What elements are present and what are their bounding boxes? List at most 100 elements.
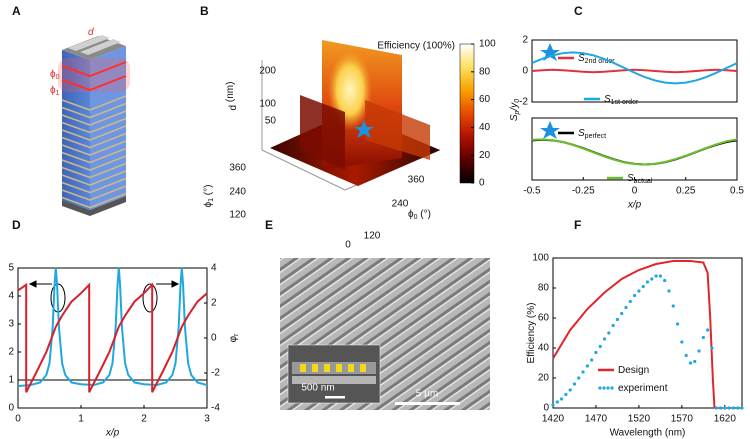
legend-label: Design (618, 365, 649, 376)
efficiency-3d-plot (261, 40, 441, 191)
data-point (598, 344, 602, 349)
data-point (551, 403, 555, 407)
x-tick-label: 0.5 (730, 186, 744, 197)
label-part: ϕ (50, 85, 56, 96)
data-point (671, 304, 675, 308)
legend-name: Design (618, 365, 649, 376)
data-point (559, 397, 564, 401)
y-tick-label: 100 (532, 253, 549, 264)
legend-label: S2nd order (578, 53, 615, 65)
legend-marker (598, 386, 602, 390)
data-point (650, 277, 654, 281)
z-axis-label: d (nm) (225, 82, 239, 111)
x-tick-label: 360 (408, 175, 425, 186)
panel-label: D (12, 218, 21, 232)
y2-axis-label: φr (228, 333, 240, 342)
x-tick-label: 1570 (671, 414, 694, 425)
x-tick-label: 1470 (585, 414, 608, 425)
y2-tick-label: 0 (211, 333, 217, 344)
subscript: 0 (56, 74, 60, 81)
z-tick-label: 100 (259, 99, 276, 110)
legend-marker (610, 386, 614, 390)
layer-stripe (61, 110, 127, 126)
data-point (581, 370, 585, 374)
y-tick-label: -2 (519, 97, 528, 108)
y-tick-label: 360 (229, 163, 246, 174)
y-tick-label: 40 (538, 343, 550, 354)
scale-label: 500 nm (301, 383, 334, 394)
y2-tick-label: -2 (211, 368, 220, 379)
x-axis-label: x/p (627, 200, 642, 211)
layer-stripe (61, 132, 127, 149)
legend-label: S1st order (604, 94, 639, 106)
panel-label: B (200, 4, 209, 18)
panel-label: F (574, 218, 581, 232)
colorbar-tick-label: 60 (479, 94, 491, 105)
data-point (628, 299, 632, 304)
label-part: φ (228, 335, 239, 342)
axis-arrows (28, 280, 180, 313)
legend-label: experiment (618, 383, 668, 394)
label-part: r (0, 336, 2, 340)
legend-subscript: 1st order (611, 99, 639, 106)
y-tick-label: 60 (538, 313, 550, 324)
legend-name: S (604, 94, 611, 105)
series-line (531, 68, 738, 74)
y2-tick-label: -4 (211, 403, 220, 414)
data-point (572, 382, 577, 386)
x-tick-label: 1520 (628, 414, 651, 425)
data-point (723, 406, 727, 410)
data-point (688, 361, 693, 365)
y-axis-label: Efficiency (%) (526, 303, 537, 364)
y-tick-label: 1 (8, 375, 14, 386)
legend-marker (602, 386, 606, 390)
colorbar-label: Efficiency (100%) (377, 41, 455, 52)
label-part: S (509, 114, 520, 121)
data-point (611, 323, 615, 328)
data-point (555, 400, 559, 404)
data-point (740, 406, 744, 410)
series-line (17, 282, 208, 393)
data-point (641, 284, 645, 289)
colorbar-tick-label: 80 (479, 66, 491, 77)
legend-name: S (627, 173, 634, 184)
legend-name: S (578, 128, 585, 139)
layer-stripe (61, 102, 127, 119)
y-tick-label: 240 (229, 187, 246, 198)
metasurface-illustration (58, 35, 130, 216)
layer-stripe (61, 192, 127, 209)
label-part: /y (509, 102, 520, 112)
data-point (718, 406, 723, 410)
layer-stripe (61, 95, 127, 111)
y-tick-label: 80 (538, 283, 550, 294)
subscript: 1 (208, 198, 215, 202)
label-part: d (228, 105, 239, 111)
data-point (663, 278, 667, 283)
data-point (706, 328, 710, 332)
star-marker (540, 43, 560, 61)
y-tick-label: 120 (229, 210, 246, 221)
y-tick-label: 0 (8, 403, 14, 414)
y-tick-label: 2 (522, 35, 528, 46)
colorbar (459, 43, 475, 184)
data-point (577, 376, 581, 380)
y2-tick-label: 4 (211, 263, 217, 274)
x-tick-label: 1620 (714, 414, 737, 425)
x-tick-label: 1420 (542, 414, 565, 425)
x-tick-label: 0 (345, 240, 351, 251)
y-axis-label: ϕ1 (°) (203, 185, 215, 208)
layer-stripe (61, 147, 127, 164)
x-tick-label: 0 (15, 414, 21, 425)
y2-tick-label: 2 (211, 298, 217, 309)
data-point (602, 337, 607, 341)
legend-marker (606, 386, 610, 390)
layer-stripe (61, 125, 127, 141)
label-part: d (88, 27, 94, 38)
x-tick-label: 240 (392, 199, 409, 210)
x-tick-label: 2 (141, 414, 147, 425)
layer-stripe (61, 117, 127, 134)
data-point (585, 364, 589, 368)
label-part: ϕ (50, 69, 56, 80)
legend-subscript: 2nd order (585, 58, 616, 65)
